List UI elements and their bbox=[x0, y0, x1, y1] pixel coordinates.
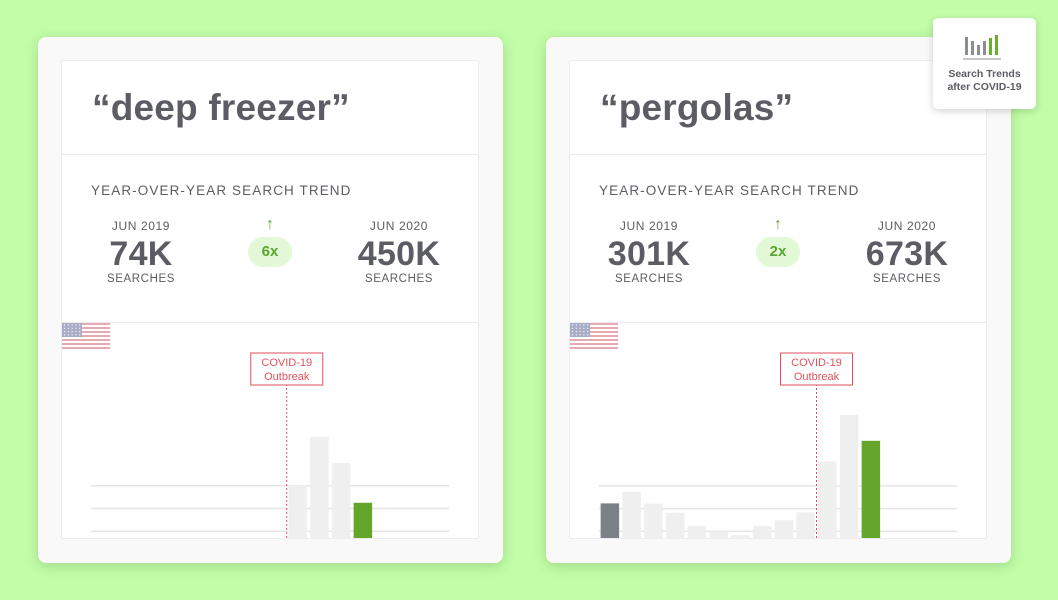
bar-9 bbox=[774, 520, 794, 538]
bar-12 bbox=[331, 462, 351, 538]
card-inner: “pergolas” YEAR-OVER-YEAR SEARCH TREND J… bbox=[569, 60, 987, 539]
us-flag-icon bbox=[62, 323, 110, 349]
stat-end-unit: SEARCHES bbox=[872, 273, 942, 285]
stats-section: YEAR-OVER-YEAR SEARCH TREND JUN 2019 74K… bbox=[62, 155, 478, 323]
bar-3 bbox=[644, 503, 663, 538]
multiplier-badge: 6x bbox=[248, 237, 292, 267]
badge-line-1: Search Trends bbox=[948, 68, 1021, 80]
trend-card-deep-freezer: “deep freezer” YEAR-OVER-YEAR SEARCH TRE… bbox=[38, 37, 503, 563]
trend-chart: COVID-19OutbreakJun '19Jun '20 bbox=[91, 352, 449, 538]
covid-annotation-line-1: COVID-19 bbox=[791, 357, 842, 369]
stat-start: JUN 2019 74K SEARCHES bbox=[81, 219, 201, 285]
covid-annotation-line-1: COVID-19 bbox=[261, 357, 312, 369]
bar-6 bbox=[709, 531, 728, 538]
bar-1 bbox=[600, 503, 620, 538]
search-trends-badge: Search Trends after COVID-19 bbox=[933, 18, 1036, 109]
stats-section: YEAR-OVER-YEAR SEARCH TREND JUN 2019 301… bbox=[570, 155, 986, 323]
stat-end-date: JUN 2020 bbox=[369, 219, 429, 233]
stat-end-unit: SEARCHES bbox=[364, 273, 434, 285]
bar-12 bbox=[839, 415, 859, 538]
bar-5 bbox=[687, 525, 707, 538]
covid-annotation-box bbox=[250, 352, 324, 386]
badge-line-2: after COVID-19 bbox=[947, 81, 1022, 93]
section-label: YEAR-OVER-YEAR SEARCH TREND bbox=[91, 183, 352, 198]
section-label: YEAR-OVER-YEAR SEARCH TREND bbox=[599, 183, 860, 198]
stat-end-value: 673K bbox=[865, 235, 949, 273]
bar-8 bbox=[752, 525, 772, 538]
arrow-up-icon: ↑ bbox=[266, 216, 274, 233]
trend-card-pergolas: “pergolas” YEAR-OVER-YEAR SEARCH TREND J… bbox=[546, 37, 1011, 563]
stat-end: JUN 2020 450K SEARCHES bbox=[339, 219, 459, 285]
stat-start-date: JUN 2019 bbox=[111, 219, 171, 233]
stat-start-date: JUN 2019 bbox=[619, 219, 679, 233]
chart-section: COVID-19OutbreakJun '19Jun '20 bbox=[570, 323, 986, 538]
bar-2 bbox=[622, 491, 641, 538]
search-term-title: “pergolas” bbox=[600, 87, 794, 128]
bar-10 bbox=[288, 485, 307, 538]
stat-end-date: JUN 2020 bbox=[877, 219, 937, 233]
multiplier-badge: 2x bbox=[756, 237, 800, 267]
bar-11 bbox=[818, 461, 837, 538]
card-inner: “deep freezer” YEAR-OVER-YEAR SEARCH TRE… bbox=[61, 60, 479, 539]
bar-11 bbox=[310, 436, 329, 538]
arrow-up-icon: ↑ bbox=[774, 216, 782, 233]
covid-annotation-box bbox=[780, 352, 853, 386]
title-section: “pergolas” bbox=[570, 61, 986, 155]
bar-4 bbox=[665, 512, 685, 538]
chart-section: COVID-19OutbreakJun '19Jun '20 bbox=[62, 323, 478, 538]
stat-start-value: 301K bbox=[607, 235, 691, 273]
stat-start-unit: SEARCHES bbox=[106, 273, 176, 285]
bar-13 bbox=[861, 440, 881, 538]
covid-annotation-line-2: Outbreak bbox=[794, 371, 840, 383]
bar-10 bbox=[796, 512, 815, 538]
badge-label: Search Trends after COVID-19 bbox=[933, 68, 1036, 94]
search-term-title: “deep freezer” bbox=[92, 87, 350, 128]
stat-end-value: 450K bbox=[357, 235, 441, 273]
us-flag-icon bbox=[570, 323, 618, 349]
bar-7 bbox=[731, 535, 750, 538]
covid-annotation-line-2: Outbreak bbox=[264, 371, 310, 383]
title-section: “deep freezer” bbox=[62, 61, 478, 155]
bar-13 bbox=[353, 502, 373, 538]
trend-chart: COVID-19OutbreakJun '19Jun '20 bbox=[599, 352, 957, 538]
bar-chart-icon bbox=[963, 35, 1001, 60]
stat-start-value: 74K bbox=[109, 235, 173, 273]
stat-start-unit: SEARCHES bbox=[614, 273, 684, 285]
stat-end: JUN 2020 673K SEARCHES bbox=[847, 219, 967, 285]
stat-start: JUN 2019 301K SEARCHES bbox=[589, 219, 709, 285]
